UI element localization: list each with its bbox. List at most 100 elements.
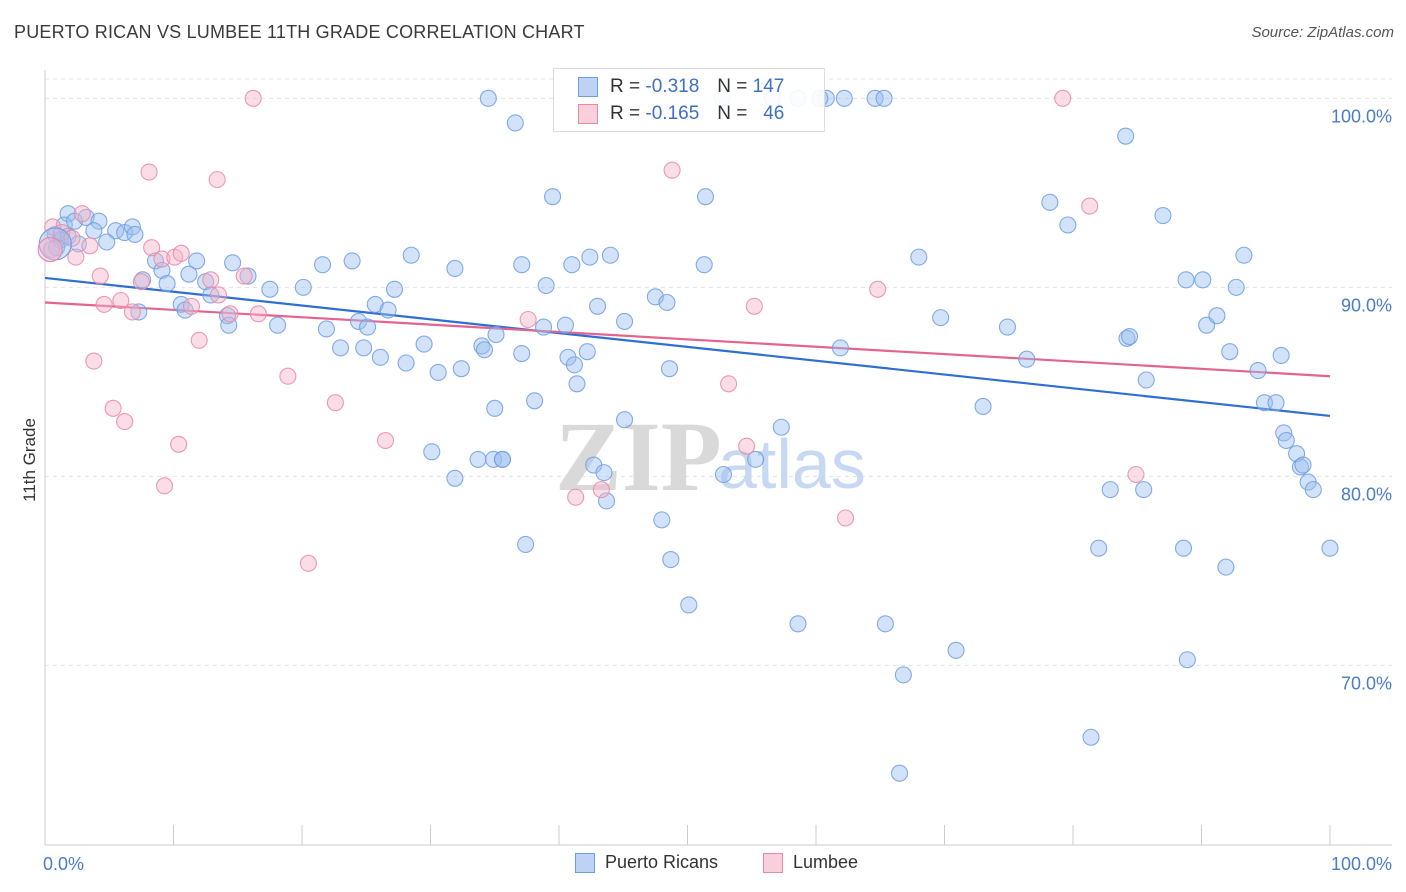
point-puerto-rican (90, 212, 108, 230)
point-puerto-rican (1082, 728, 1100, 746)
point-puerto-rican (452, 360, 470, 378)
point-puerto-rican (1277, 431, 1295, 450)
point-puerto-rican (696, 188, 715, 206)
point-puerto-rican (294, 278, 312, 296)
axes (44, 70, 1392, 846)
point-puerto-rican (1304, 481, 1322, 499)
point-puerto-rican (1291, 458, 1309, 476)
grid (45, 78, 1392, 666)
point-puerto-rican (1118, 329, 1136, 347)
point-puerto-rican (789, 615, 807, 633)
legend-swatch-lumbee (578, 104, 598, 124)
point-lumbee (202, 271, 220, 289)
point-lumbee (132, 273, 150, 291)
point-lumbee (42, 241, 60, 259)
point-lumbee (81, 237, 99, 255)
point-puerto-rican (565, 356, 583, 374)
point-lumbee (745, 297, 763, 315)
point-puerto-rican (947, 641, 965, 659)
point-puerto-rican (578, 343, 596, 361)
point-puerto-rican (415, 335, 433, 353)
point-lumbee (112, 292, 130, 310)
point-puerto-rican (314, 256, 332, 274)
point-lumbee (44, 218, 62, 236)
legend-row-lumbee: R = -0.165 N = 46 (578, 102, 784, 126)
point-puerto-rican (358, 318, 377, 336)
point-puerto-rican (493, 450, 512, 468)
point-lumbee (123, 303, 141, 321)
point-lumbee (182, 297, 201, 315)
point-lumbee (249, 305, 267, 323)
trend-line-lumbee (44, 301, 1331, 378)
y-tick-label: 90.0% (1341, 295, 1392, 315)
point-puerto-rican (998, 318, 1017, 336)
point-puerto-rican (506, 114, 524, 132)
point-lumbee (869, 280, 887, 298)
point-puerto-rican (513, 344, 531, 363)
point-puerto-rican (660, 360, 679, 378)
point-puerto-rican (1174, 539, 1193, 557)
x-tick-label: 0.0% (43, 854, 84, 874)
point-puerto-rican (588, 297, 607, 315)
point-puerto-rican (484, 450, 503, 468)
point-lumbee (592, 481, 610, 499)
legend-swatch-lumbee (763, 852, 783, 873)
point-lumbee (519, 310, 537, 329)
point-puerto-rican (866, 89, 884, 107)
point-puerto-rican (98, 233, 116, 251)
point-lumbee (299, 554, 317, 572)
point-puerto-rican (526, 392, 544, 410)
point-puerto-rican (158, 275, 176, 293)
point-puerto-rican (1194, 271, 1212, 289)
y-tick-label: 70.0% (1341, 673, 1392, 693)
point-lumbee (140, 163, 158, 181)
point-puerto-rican (397, 354, 415, 372)
point-puerto-rican (1255, 394, 1274, 412)
source-label: Source: ZipAtlas.com (1251, 24, 1394, 41)
point-puerto-rican (680, 596, 698, 614)
point-puerto-rican (513, 256, 531, 274)
point-puerto-rican (1018, 350, 1036, 368)
point-puerto-rican (1178, 651, 1196, 669)
legend-r-value: -0.165 (645, 103, 700, 124)
point-puerto-rican (239, 267, 257, 285)
point-lumbee (67, 248, 85, 266)
point-puerto-rican (556, 316, 574, 334)
point-lumbee (95, 295, 113, 313)
point-lumbee (85, 352, 103, 370)
point-lumbee (172, 244, 190, 262)
point-puerto-rican (402, 246, 420, 264)
legend-item-lumbee[interactable]: Lumbee (763, 852, 858, 873)
point-puerto-rican (146, 252, 165, 270)
point-puerto-rican (317, 320, 335, 338)
point-puerto-rican (1117, 127, 1135, 145)
point-puerto-rican (1090, 539, 1108, 557)
legend-swatch-puerto-ricans (575, 852, 595, 873)
point-puerto-rican (1294, 456, 1312, 474)
point-puerto-rican (423, 443, 441, 461)
point-lumbee (155, 477, 174, 495)
point-lumbee (567, 488, 585, 506)
point-puerto-rican (597, 492, 616, 510)
point-puerto-rican (653, 511, 671, 529)
point-lumbee (221, 305, 239, 323)
point-lumbee (1081, 197, 1099, 215)
point-puerto-rican (379, 301, 397, 319)
point-puerto-rican (910, 248, 928, 266)
chart-title: PUERTO RICAN VS LUMBEE 11TH GRADE CORREL… (14, 22, 585, 42)
stats-legend: R = -0.318 N = 147 R = -0.165 N = 46 (553, 68, 825, 132)
point-puerto-rican (486, 399, 504, 417)
watermark: ZIP atlas (555, 401, 866, 512)
point-puerto-rican (343, 252, 361, 270)
x-tick-label: 100.0% (1331, 854, 1392, 874)
point-puerto-rican (695, 256, 713, 274)
legend-item-puerto-ricans[interactable]: Puerto Ricans (575, 852, 718, 873)
point-lumbee (91, 267, 109, 285)
y-tick-label: 100.0% (1331, 106, 1392, 126)
point-puerto-rican (475, 341, 494, 359)
point-lumbee (376, 431, 395, 450)
point-puerto-rican (714, 465, 733, 484)
point-lumbee (244, 89, 262, 107)
point-puerto-rican (180, 265, 198, 283)
